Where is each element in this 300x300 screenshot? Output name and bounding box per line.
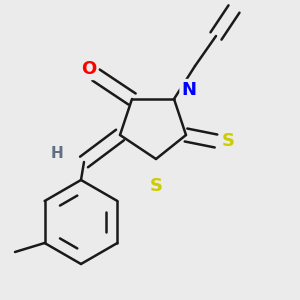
Text: S: S <box>221 132 235 150</box>
Text: S: S <box>149 177 163 195</box>
Text: N: N <box>182 81 196 99</box>
Text: H: H <box>51 146 63 160</box>
Text: O: O <box>81 60 96 78</box>
